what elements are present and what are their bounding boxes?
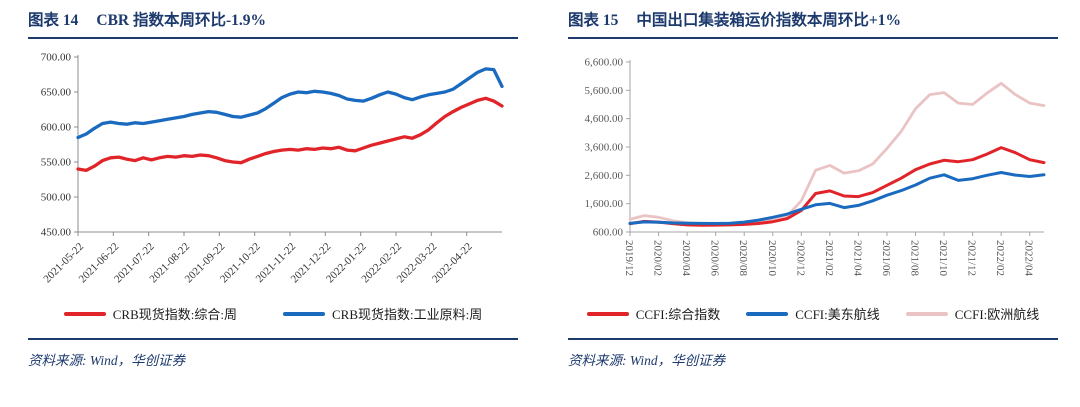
x-tick-label: 2020/04 [680,240,692,277]
source-note: 资料来源: Wind，华创证券 [28,353,186,368]
x-tick-label: 2021/02 [823,240,835,276]
title-divider [28,37,518,39]
figure-14-panel: 图表 14 CBR 指数本周环比-1.9% 450.00 500.00 550.00… [28,0,518,368]
legend-label: CCFI:美东航线 [795,307,880,322]
x-tick-label: 2020/12 [794,240,806,276]
x-tick-label: 2019/12 [623,240,635,276]
y-tick-label: 650.00 [41,87,72,99]
series-line-1 [76,67,504,140]
figure-14-title: 图表 14 CBR 指数本周环比-1.9% [28,0,518,33]
x-tick-label: 2021/06 [880,240,892,277]
y-tick-label: 500.00 [41,192,72,204]
figure-title-text: CBR 指数本周环比-1.9% [96,12,267,29]
legend-item-crb-industrial: CRB现货指数:工业原料:周 [283,304,482,323]
legend-label: CRB现货指数:综合:周 [112,307,237,322]
y-tick-label: 700.00 [41,52,72,64]
x-tick-label: 2021/10 [937,240,949,277]
y-tick-label: 600.00 [41,122,72,134]
legend-swatch-blue-line [283,311,325,316]
y-tick-label: 600.00 [593,227,624,239]
y-tick-label: 4,600.00 [585,113,624,125]
x-tick-label: 2020/02 [652,240,664,276]
y-tick-label: 6,600.00 [585,57,624,69]
ccfi-index-line-chart: 600.00 1,600.00 2,600.00 3,600.00 4,600.00 5,… [585,57,1046,277]
legend-label: CCFI:欧洲航线 [954,307,1040,322]
x-tick-label: 2021/04 [851,240,863,277]
source-note: 资料来源: Wind，华创证券 [568,353,726,368]
figure-title-text: 中国出口集装箱运价指数本周环比+1% [636,12,901,29]
legend-swatch-red-line [63,311,106,316]
legend-swatch-blue-line [746,311,789,316]
legend-swatch-pink-line [905,311,948,316]
x-tick-label: 2021/08 [909,240,921,277]
legend-item-ccfi-useast: CCFI:美东航线 [746,304,880,323]
x-tick-label: 2022/04 [1023,240,1035,277]
figure-tag: 图表 15 [568,12,619,29]
series-line-2 [628,81,1046,226]
x-tick-label: 2020/10 [766,240,778,277]
y-tick-label: 3,600.00 [585,142,624,154]
y-tick-label: 450.00 [41,227,72,239]
legend-swatch-red-line [586,311,629,316]
y-tick-label: 5,600.00 [585,85,624,97]
legend-item-ccfi-europe: CCFI:欧洲航线 [905,304,1040,323]
x-tick-label: 2020/08 [737,240,749,277]
x-tick-label: 2021/12 [966,240,978,276]
crb-chart-legend: CRB现货指数:综合:周 CRB现货指数:工业原料:周 [28,304,518,323]
x-tick-label: 2022/02 [994,240,1006,276]
legend-label: CRB现货指数:工业原料:周 [332,307,483,322]
x-tick-label: 2020/06 [709,240,721,277]
series-line-0 [76,96,504,173]
legend-label: CCFI:综合指数 [635,307,721,322]
figure-15-panel: 图表 15 中国出口集装箱运价指数本周环比+1% 600.00 1,600.00 2… [540,0,1080,407]
y-tick-label: 1,600.00 [585,198,624,210]
figure-tag: 图表 14 [28,12,79,29]
y-tick-label: 2,600.00 [585,170,624,182]
crb-index-line-chart: 450.00500.00550.00600.00650.00700.002021… [41,52,504,285]
legend-item-ccfi-composite: CCFI:综合指数 [586,304,721,323]
ccfi-chart-legend: CCFI:综合指数 CCFI:美东航线 CCFI:欧洲航线 [568,304,1058,323]
source-divider [28,338,518,340]
series-line-1 [628,171,1046,225]
y-tick-label: 550.00 [41,157,72,169]
title-divider [568,37,1058,39]
figure-15-title: 图表 15 中国出口集装箱运价指数本周环比+1% [568,0,1058,33]
source-divider [568,338,1058,340]
series-line-0 [628,146,1046,227]
legend-item-crb-composite: CRB现货指数:综合:周 [63,304,237,323]
